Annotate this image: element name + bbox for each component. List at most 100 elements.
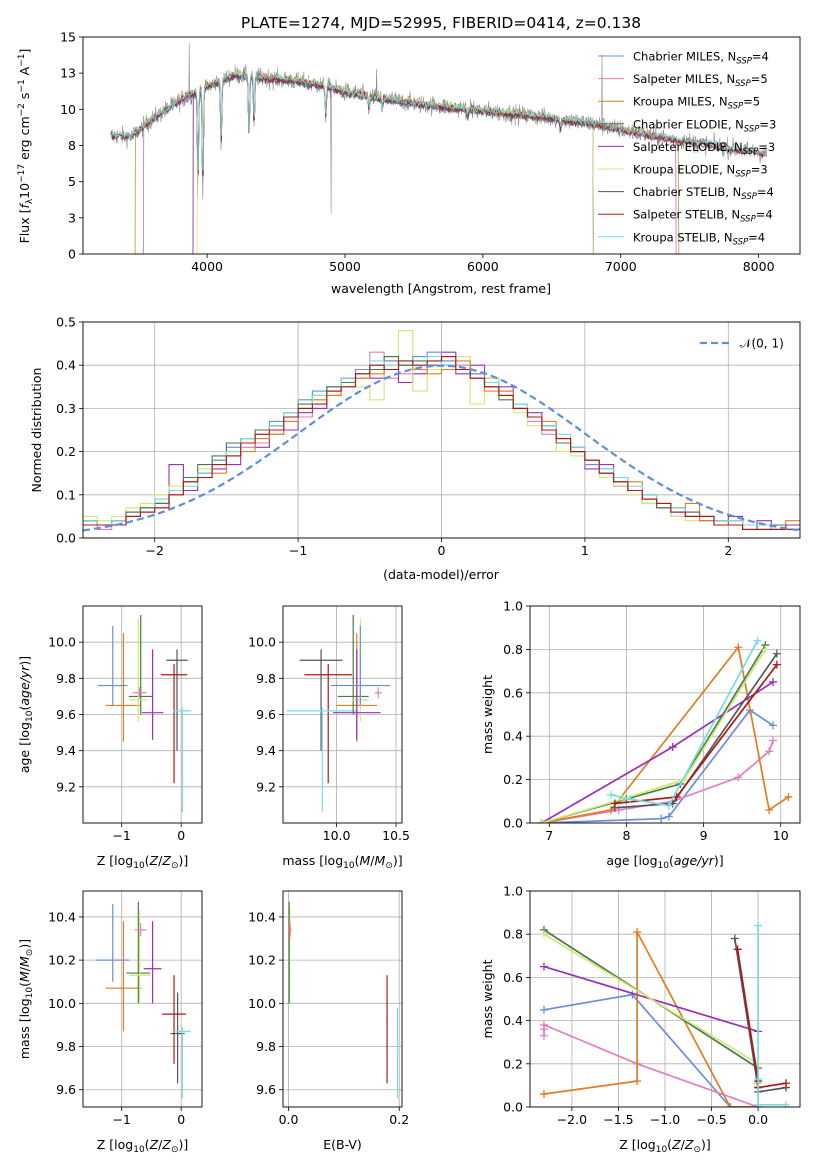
label-part: M <box>360 853 371 868</box>
weight-point-marker <box>664 801 673 810</box>
y-tick-label: 0.5 <box>56 315 76 330</box>
label-part: )] <box>714 853 724 868</box>
label-part: Z [log <box>619 1137 655 1152</box>
x-axis-label: age [log10(age/yr)] <box>606 853 723 871</box>
label-part: A <box>17 66 32 79</box>
x-tick-label: 7 <box>545 828 553 843</box>
legend-entry: 𝒩(0, 1) <box>740 337 784 351</box>
y-tick-label: 5 <box>68 174 76 189</box>
errorbar-point <box>286 707 358 813</box>
y-axis-label: mass weight <box>480 675 495 754</box>
label-part: ( <box>145 853 150 868</box>
legend-text: Salpeter MILES, N <box>633 72 735 86</box>
figure-title: PLATE=1274, MJD=52995, FIBERID=0414, z=0… <box>241 14 641 32</box>
legend-text: Kroupa STELIB, N <box>633 230 733 244</box>
legend-text: =3 <box>758 140 775 154</box>
y-tick-label: 10.0 <box>48 635 76 650</box>
y-axis-label: age [log10(age/yr)] <box>17 656 35 773</box>
legend-subscript: SSP <box>728 102 744 112</box>
errorbar-point <box>126 901 151 1004</box>
errorbar-point <box>304 663 353 784</box>
y-tick-label: 9.6 <box>56 1082 76 1097</box>
weight-point-marker <box>769 677 777 686</box>
axes-decoration: −1 09.29.49.69.810.0Z [log10(Z/Z⊙)]age [l… <box>17 605 203 871</box>
y-tick-label: 9.8 <box>56 1039 76 1054</box>
errorbar-point <box>166 649 188 751</box>
axes-frame <box>282 890 403 1108</box>
errorbar-point <box>330 625 391 706</box>
label-part: mass [log <box>17 998 32 1059</box>
label-part: age/yr <box>17 665 32 706</box>
weight-point-marker <box>610 799 619 808</box>
label-part: ( <box>145 1137 150 1152</box>
weight-point-marker <box>657 814 666 823</box>
axes-decoration: −2.0 −1.5 −1.0 −0.5 0.0 0.0 0.2 0.4 0.6 0.8 1.0 Z [… <box>480 884 801 1155</box>
y-tick-label: 10 <box>60 102 76 117</box>
y-tick-label: 0.0 <box>56 531 76 546</box>
label-part: ( <box>17 982 32 987</box>
weight-point-marker <box>754 1100 763 1107</box>
legend-text: =3 <box>751 163 768 177</box>
label-part: Z <box>671 1137 681 1152</box>
x-tick-label: 7000 <box>605 259 637 274</box>
errorbar-point <box>174 1027 191 1099</box>
weight-point-marker <box>733 945 742 954</box>
label-part: Z [log <box>97 1137 133 1152</box>
plot-area <box>288 901 399 1099</box>
label-part: / <box>17 966 32 971</box>
x-axis-label: wavelength [Angstrom, rest frame] <box>331 281 551 296</box>
label-part: age [log <box>17 722 32 773</box>
label-part: Normed distribution <box>29 368 44 493</box>
errorbar-point <box>129 618 148 722</box>
y-tick-label: 10.0 <box>48 996 76 1011</box>
y-tick-label: 0.2 <box>56 444 76 459</box>
errorbar-point <box>332 649 381 740</box>
weight-point-marker <box>765 805 774 814</box>
x-tick-label: −1.5 <box>603 1112 633 1127</box>
y-tick-label: 10.0 <box>248 996 276 1011</box>
label-part: / <box>370 853 375 868</box>
histogram-step-series <box>83 356 800 530</box>
weight-point-marker <box>537 819 546 823</box>
weight-point-marker <box>765 747 774 756</box>
plot-area <box>97 615 192 813</box>
label-part: ⊙ <box>171 1145 179 1155</box>
errorbar-point <box>173 707 192 813</box>
legend-text: Salpeter ELODIE, N <box>633 140 743 154</box>
x-axis-label: Z [log10(Z/Z⊙)] <box>97 853 189 871</box>
weight-point-marker <box>784 792 793 801</box>
y-tick-label: 9.6 <box>256 1082 276 1097</box>
y-tick-label: 10.2 <box>48 953 76 968</box>
legend-text: =4 <box>757 185 774 199</box>
y-tick-label: 0.0 <box>503 1100 523 1115</box>
x-tick-label: 10 <box>773 828 789 843</box>
errorbar-point <box>97 625 128 706</box>
legend-text: Kroupa ELODIE, N <box>633 163 735 177</box>
legend-entry: Kroupa MILES, NSSP=5 <box>633 95 760 112</box>
x-tick-label: 0.0 <box>748 1112 768 1127</box>
model-spectrum-line <box>110 69 767 172</box>
x-tick-label: 0 <box>438 543 446 558</box>
legend-entry: Chabrier ELODIE, NSSP=3 <box>633 117 776 134</box>
y-tick-label: 0 <box>68 247 76 262</box>
label-part: ⊙ <box>385 861 393 871</box>
y-tick-label: 0.8 <box>503 927 523 942</box>
y-tick-label: 0.6 <box>503 685 523 700</box>
errorbar-point <box>396 1007 399 1099</box>
label-part: ( <box>667 1137 672 1152</box>
weight-point-marker <box>769 721 777 730</box>
label-part: (data-model)/error <box>383 567 500 582</box>
legend-subscript: SSP <box>740 215 756 225</box>
errorbar-point <box>134 923 147 937</box>
y-tick-label: 13 <box>60 66 76 81</box>
plot-area <box>286 615 391 813</box>
y-tick-label: 9.2 <box>56 779 76 794</box>
y-tick-label: 9.4 <box>56 743 76 758</box>
weight-point-marker <box>754 921 763 930</box>
y-tick-label: 0.4 <box>503 1013 523 1028</box>
errorbar-point <box>337 615 369 715</box>
y-tick-label: 9.8 <box>56 671 76 686</box>
errorbar-point <box>128 910 151 1004</box>
